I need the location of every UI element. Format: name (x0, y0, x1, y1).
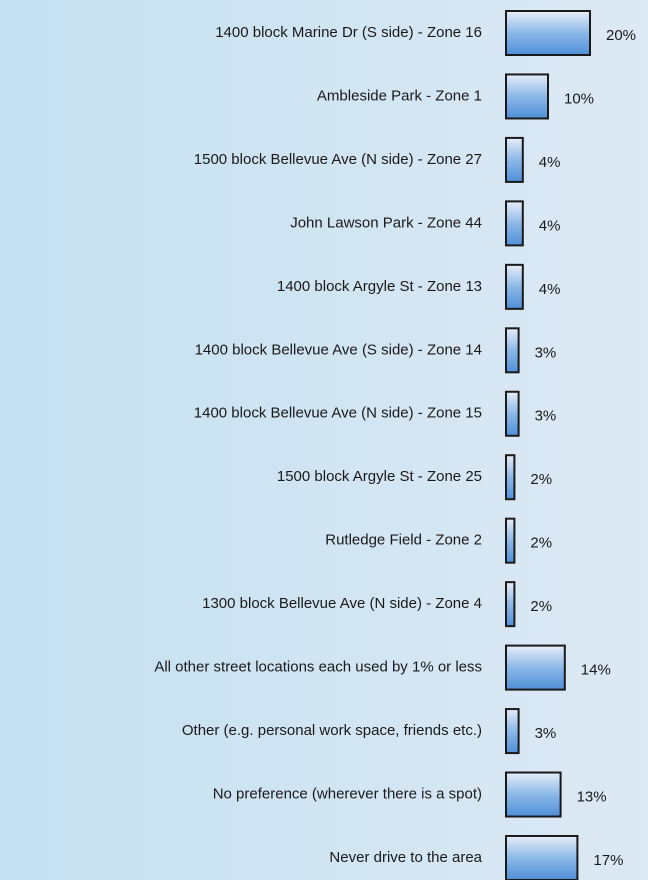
bar (505, 834, 579, 880)
value-label: 2% (530, 535, 552, 552)
category-label: John Lawson Park - Zone 44 (290, 214, 482, 231)
category-label: Never drive to the area (329, 849, 482, 866)
category-label: 1400 block Bellevue Ave (S side) - Zone … (195, 341, 482, 358)
category-label: Ambleside Park - Zone 1 (317, 87, 482, 104)
bar (505, 200, 524, 247)
value-label: 3% (535, 408, 557, 425)
category-label: 1300 block Bellevue Ave (N side) - Zone … (202, 595, 482, 612)
category-label: All other street locations each used by … (154, 659, 482, 676)
value-label: 4% (539, 217, 561, 234)
value-label: 2% (530, 598, 552, 615)
value-label: 3% (535, 725, 557, 742)
category-label: 1500 block Bellevue Ave (N side) - Zone … (194, 151, 482, 168)
value-label: 20% (606, 27, 636, 44)
value-label: 2% (530, 471, 552, 488)
bar (505, 136, 524, 183)
bar (505, 771, 562, 818)
bar (505, 517, 516, 564)
bar (505, 708, 520, 755)
bar (505, 390, 520, 437)
category-label: 1400 block Bellevue Ave (N side) - Zone … (194, 405, 482, 422)
value-label: 4% (539, 154, 561, 171)
category-label: Rutledge Field - Zone 2 (325, 532, 482, 549)
category-label: 1400 block Marine Dr (S side) - Zone 16 (215, 24, 482, 41)
value-label: 13% (577, 788, 607, 805)
bar (505, 73, 549, 120)
value-label: 14% (581, 662, 611, 679)
bar (505, 10, 591, 56)
bar (505, 581, 516, 628)
bar (505, 454, 516, 501)
category-label: 1500 block Argyle St - Zone 25 (277, 468, 482, 485)
bar (505, 327, 520, 374)
category-label: Other (e.g. personal work space, friends… (182, 722, 482, 739)
value-label: 10% (564, 90, 594, 107)
value-label: 4% (539, 281, 561, 298)
value-label: 17% (593, 852, 623, 869)
bar (505, 644, 566, 691)
bar (505, 263, 524, 310)
category-label: 1400 block Argyle St - Zone 13 (277, 278, 482, 295)
category-label: No preference (wherever there is a spot) (213, 785, 482, 802)
value-label: 3% (535, 344, 557, 361)
